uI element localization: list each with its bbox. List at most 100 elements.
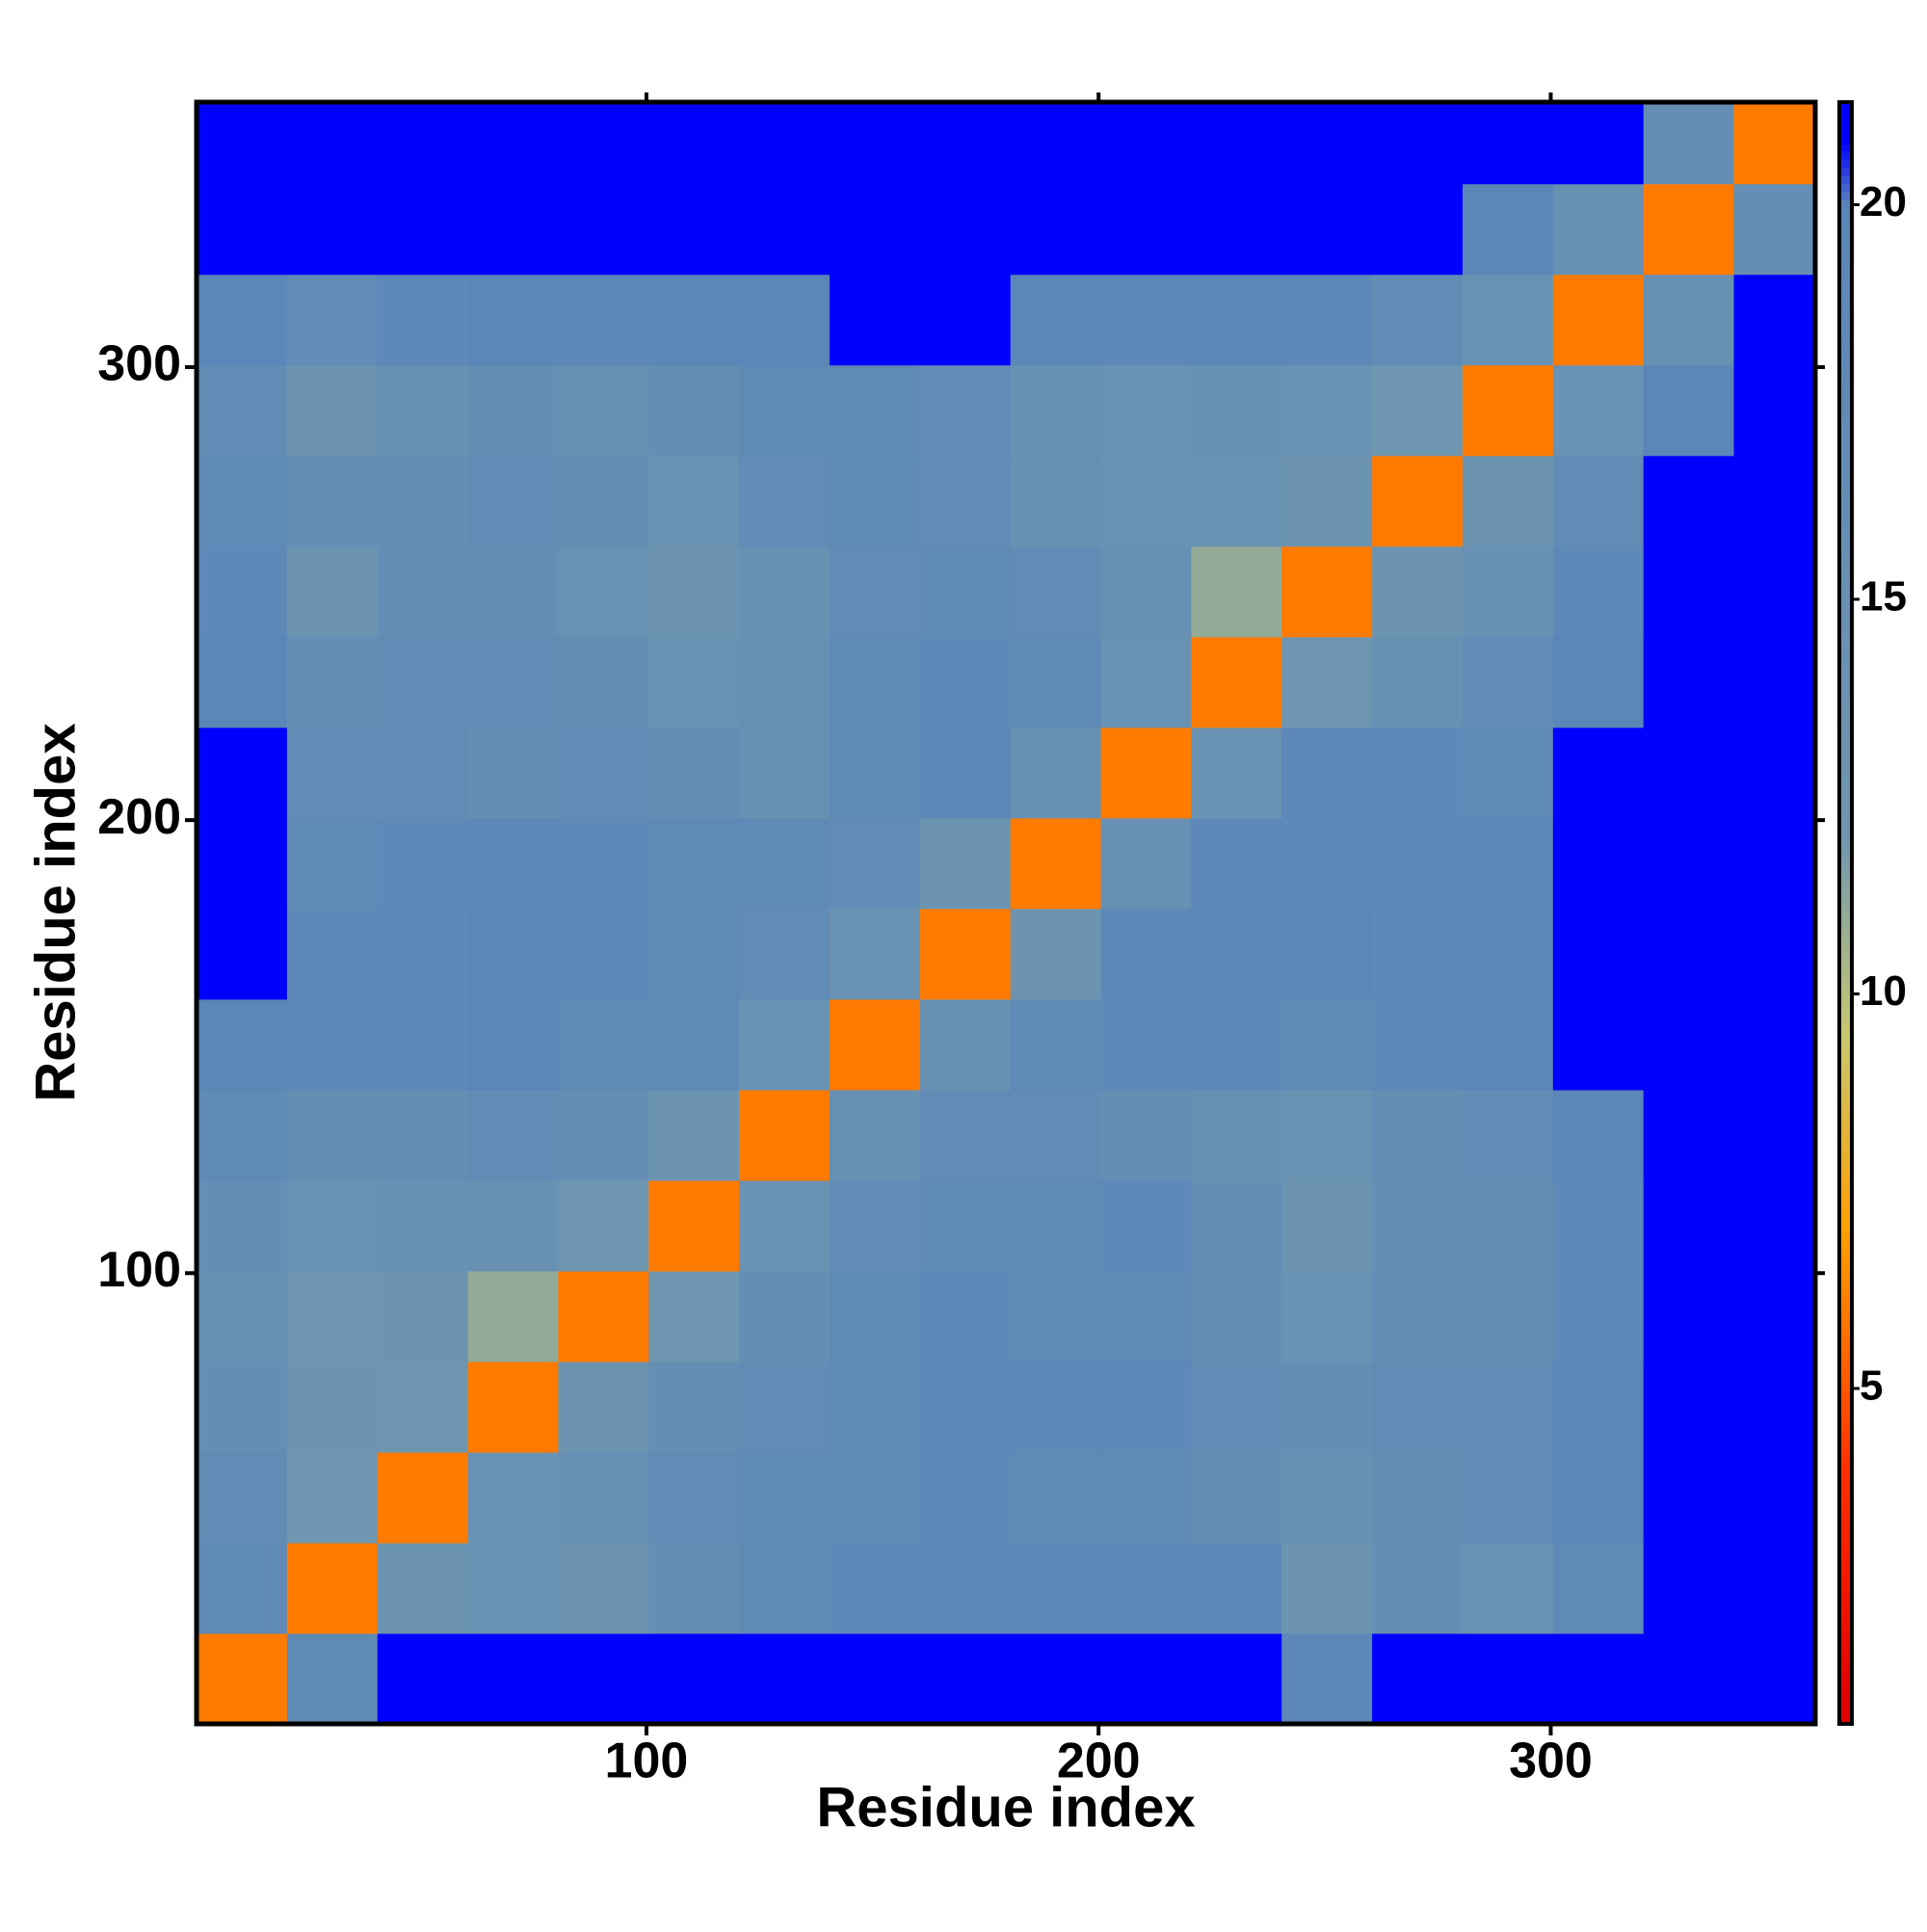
colorbar-slice — [1839, 385, 1852, 395]
colorbar-slice — [1839, 1375, 1852, 1385]
heatmap-cell — [377, 817, 469, 910]
colorbar-slice — [1839, 369, 1852, 379]
heatmap-cell — [1191, 1542, 1282, 1634]
heatmap-cell — [1733, 102, 1816, 185]
colorbar-slice — [1839, 248, 1852, 257]
colorbar-slice — [1839, 118, 1852, 127]
colorbar-slice — [1839, 621, 1852, 630]
colorbar-slice — [1839, 645, 1852, 654]
heatmap-cell — [467, 364, 560, 457]
heatmap-cell — [1191, 1451, 1282, 1544]
heatmap-cell — [197, 364, 288, 457]
heatmap-cell — [1733, 183, 1816, 276]
heatmap-cell — [1552, 1179, 1645, 1272]
colorbar-slice — [1839, 304, 1852, 314]
colorbar-slice — [1839, 102, 1852, 112]
colorbar-slice — [1839, 1221, 1852, 1231]
colorbar-tick-label: 5 — [1860, 1363, 1883, 1410]
heatmap-cell — [1733, 998, 1816, 1091]
heatmap-cell — [648, 1270, 740, 1363]
y-tick-label: 100 — [97, 1242, 181, 1298]
colorbar-slice — [1839, 807, 1852, 817]
colorbar-slice — [1839, 288, 1852, 298]
heatmap-cell — [1010, 274, 1102, 366]
colorbar-tick-label: 10 — [1860, 967, 1907, 1015]
heatmap-cell — [739, 1270, 831, 1363]
heatmap-cell — [558, 455, 649, 547]
heatmap-cell — [1462, 1089, 1554, 1181]
colorbar-slice — [1839, 1099, 1852, 1109]
heatmap-cell — [1100, 727, 1193, 819]
colorbar-slice — [1839, 1496, 1852, 1506]
colorbar-slice — [1839, 1447, 1852, 1457]
heatmap-cell — [377, 183, 469, 276]
heatmap-cell — [1010, 636, 1102, 728]
colorbar-slice — [1839, 1010, 1852, 1019]
heatmap-cell — [197, 727, 288, 819]
heatmap-cell — [1100, 455, 1193, 547]
heatmap-cell — [1100, 908, 1193, 1000]
heatmap-cell — [377, 274, 469, 366]
heatmap-cell — [1372, 998, 1464, 1091]
heatmap-cell — [1552, 1270, 1645, 1363]
heatmap-cell — [558, 1361, 649, 1453]
heatmap-cell — [1372, 908, 1464, 1000]
heatmap-cell — [1281, 998, 1373, 1091]
heatmap-cell — [286, 274, 379, 366]
heatmap-cell — [1462, 1632, 1554, 1725]
colorbar-slice — [1839, 296, 1852, 305]
heatmap-cell — [919, 1451, 1012, 1544]
colorbar-slice — [1839, 1399, 1852, 1409]
heatmap-cell — [739, 908, 831, 1000]
heatmap-cell — [829, 364, 921, 457]
heatmap-cell — [1191, 183, 1282, 276]
heatmap-cell — [1462, 1361, 1554, 1453]
colorbar-slice — [1839, 726, 1852, 735]
heatmap-cell — [1552, 998, 1645, 1091]
heatmap-cell — [1552, 102, 1645, 185]
colorbar-slice — [1839, 1074, 1852, 1084]
colorbar-slice — [1839, 198, 1852, 208]
heatmap-cell — [558, 274, 649, 366]
colorbar-slice — [1839, 1585, 1852, 1595]
heatmap-cell — [1372, 1542, 1464, 1634]
colorbar-slice — [1839, 929, 1852, 939]
colorbar-slice — [1839, 1350, 1852, 1360]
heatmap-cell — [467, 545, 560, 638]
heatmap-cell — [1100, 1542, 1193, 1634]
heatmap-cell — [829, 274, 921, 366]
colorbar-slice — [1839, 751, 1852, 760]
colorbar-slice — [1839, 174, 1852, 184]
heatmap-cell — [467, 102, 560, 185]
colorbar-slice — [1839, 255, 1852, 265]
heatmap-cell — [919, 183, 1012, 276]
heatmap-cell — [648, 1089, 740, 1181]
heatmap-cell — [558, 727, 649, 819]
colorbar-slice — [1839, 628, 1852, 638]
colorbar-slice — [1839, 1204, 1852, 1214]
heatmap-cell — [377, 545, 469, 638]
colorbar-slice — [1839, 1318, 1852, 1328]
colorbar-slice — [1839, 272, 1852, 281]
colorbar-slice — [1839, 361, 1852, 371]
heatmap-cell — [829, 545, 921, 638]
heatmap-cell — [1100, 1089, 1193, 1181]
heatmap-cell — [467, 1179, 560, 1272]
heatmap-cell — [1100, 1451, 1193, 1544]
colorbar-slice — [1839, 1237, 1852, 1247]
colorbar-slice — [1839, 1229, 1852, 1238]
heatmap-cell — [1372, 817, 1464, 910]
heatmap-cell — [1643, 1542, 1735, 1634]
colorbar-slice — [1839, 459, 1852, 468]
colorbar-slice — [1839, 880, 1852, 889]
heatmap-cell — [1191, 364, 1282, 457]
heatmap-cell — [1552, 727, 1645, 819]
heatmap-cell — [1643, 1179, 1735, 1272]
heatmap-cell — [1462, 908, 1554, 1000]
colorbar-slice — [1839, 345, 1852, 355]
heatmap-cell — [1281, 908, 1373, 1000]
colorbar-slice — [1839, 1383, 1852, 1392]
heatmap-cell — [1552, 183, 1645, 276]
colorbar-slice — [1839, 1034, 1852, 1044]
heatmap-cell — [919, 1632, 1012, 1725]
